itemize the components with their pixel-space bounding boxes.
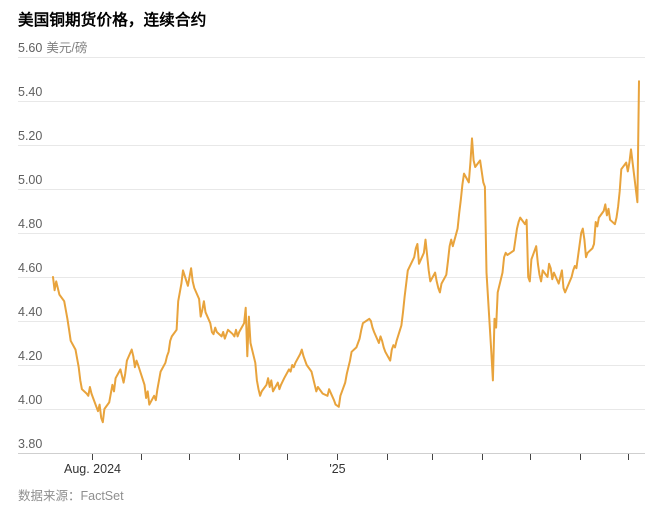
chart-title: 美国铜期货价格，连续合约 <box>18 12 207 29</box>
y-axis-tick-label: 4.60 <box>18 261 42 275</box>
y-axis-tick-label: 3.80 <box>18 437 42 451</box>
y-axis-tick-label: 4.00 <box>18 393 42 407</box>
y-axis-tick-label: 5.00 <box>18 173 42 187</box>
y-axis-tick-label: 5.40 <box>18 85 42 99</box>
y-axis-tick-label: 5.60 美元/磅 <box>18 40 87 55</box>
x-axis-tick-label: Aug. 2024 <box>64 462 121 476</box>
y-axis-tick-label: 5.20 <box>18 129 42 143</box>
copper-price-line <box>52 80 640 424</box>
y-axis-tick-label: 4.80 <box>18 217 42 231</box>
data-source-label: 数据来源：FactSet <box>18 489 124 503</box>
x-axis-tick-label: '25 <box>329 462 345 476</box>
y-axis-unit-label: 美元/磅 <box>46 40 87 55</box>
y-axis-tick-label: 4.40 <box>18 305 42 319</box>
y-axis-tick-label: 4.20 <box>18 349 42 363</box>
